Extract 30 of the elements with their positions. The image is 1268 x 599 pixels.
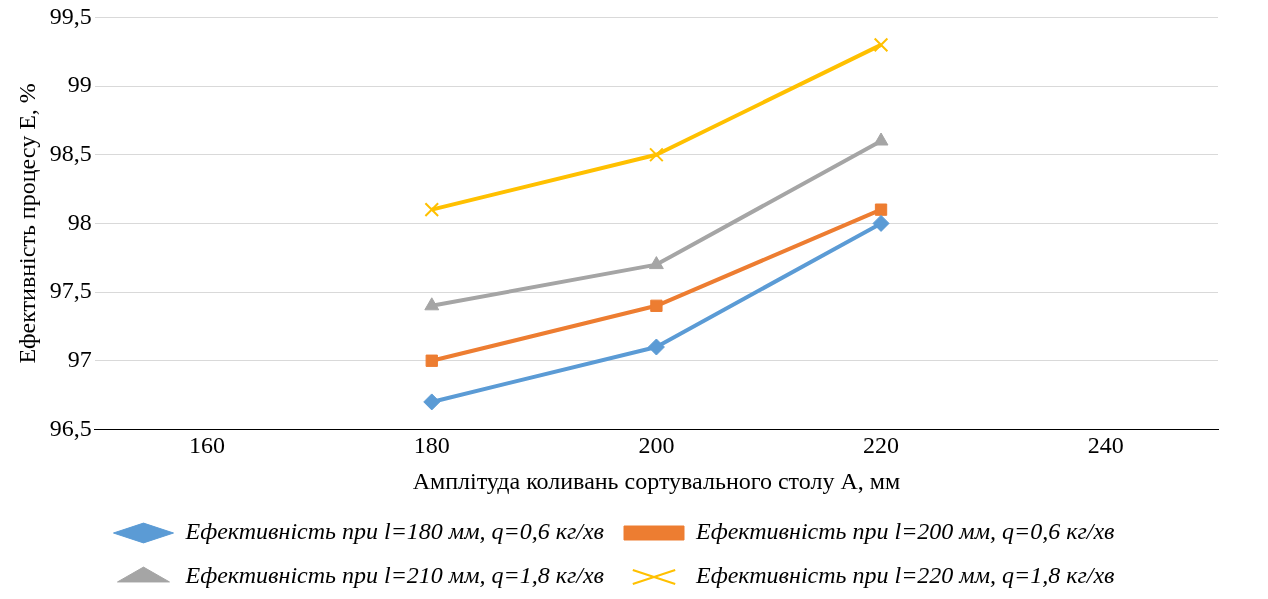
point <box>424 297 440 311</box>
point <box>874 203 888 216</box>
point <box>872 214 890 232</box>
point <box>648 256 664 270</box>
point <box>650 299 663 312</box>
legend-label: Ефективність при l=220 мм, q=1,8 кг/хв <box>695 562 1115 589</box>
legend-label: Ефективність при l=180 мм, q=0,6 кг/хв <box>184 518 604 545</box>
y-tick-label: 99,5 <box>49 2 92 29</box>
x-tick-label: 180 <box>413 432 450 459</box>
point <box>424 202 440 218</box>
point <box>873 132 889 146</box>
y-tick-label: 97 <box>67 346 92 373</box>
y-tick-label: 97,5 <box>49 277 92 304</box>
legend-label: Ефективність при l=210 мм, q=1,8 кг/хв <box>184 562 604 589</box>
point <box>647 338 665 356</box>
point <box>649 147 664 163</box>
y-tick-label: 98 <box>67 208 92 235</box>
x-tick-label: 200 <box>638 432 675 459</box>
point <box>425 354 438 367</box>
y-axis-title: Ефективність процесу E, % <box>13 83 40 364</box>
x-tick-label: 220 <box>863 432 900 459</box>
x-axis-title: Амплітуда коливань сортувального столу A, мм <box>412 467 901 494</box>
y-tick-label: 99 <box>67 71 92 98</box>
y-tick-label: 98,5 <box>49 140 92 167</box>
point <box>423 393 441 411</box>
point <box>873 37 889 53</box>
x-tick-label: 160 <box>189 432 226 459</box>
legend-label: Ефективність при l=200 мм, q=0,6 кг/хв <box>695 518 1115 545</box>
y-tick-label: 96,5 <box>49 414 92 441</box>
x-tick-label: 240 <box>1087 432 1124 459</box>
